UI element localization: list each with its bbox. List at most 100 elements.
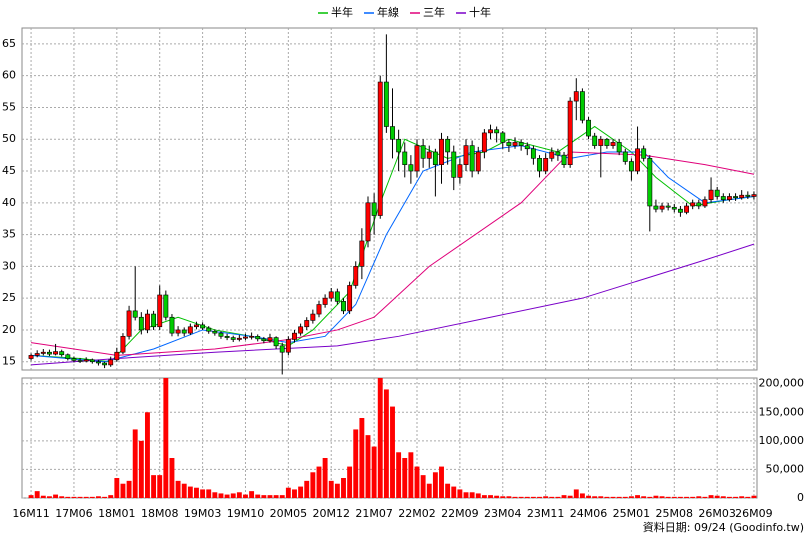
x-tick-label: 23M04 <box>484 507 522 520</box>
candle-body <box>702 199 708 207</box>
volume-bar <box>500 496 506 498</box>
volume-bar <box>310 472 316 498</box>
volume-bar <box>151 475 157 498</box>
y-tick-label: 40 <box>2 196 16 209</box>
candle-body <box>59 351 65 356</box>
candle-body <box>543 158 549 172</box>
volume-bar <box>71 496 77 498</box>
y-tick-label: 45 <box>2 164 16 177</box>
candle-body <box>298 326 304 334</box>
x-tick-label: 17M06 <box>55 507 93 520</box>
volume-bar <box>457 489 463 498</box>
candle-body <box>304 320 310 328</box>
candle-body <box>573 91 579 102</box>
candle-body <box>714 189 720 197</box>
candle-body <box>46 351 52 355</box>
candle-body <box>684 205 689 213</box>
volume-bar <box>402 458 408 498</box>
y2-tick-label: 0 <box>797 491 804 504</box>
volume-bar <box>439 466 444 498</box>
y2-tick-label: 150,000 <box>759 405 805 418</box>
volume-bar <box>579 493 585 498</box>
volume-bar <box>696 496 702 498</box>
volume-bar <box>567 495 573 498</box>
volume-bar <box>200 489 206 498</box>
x-tick-label: 19M10 <box>227 507 265 520</box>
candle-body <box>89 359 95 363</box>
candle-body <box>586 119 591 137</box>
volume-bar <box>426 483 432 498</box>
candle-body <box>194 324 199 328</box>
candle-body <box>212 330 218 334</box>
volume-bar <box>396 452 402 498</box>
volume-bar <box>157 475 163 498</box>
volume-bar <box>604 496 610 498</box>
candle-body <box>610 142 616 146</box>
volume-bar <box>524 496 530 498</box>
candle-body <box>518 142 524 146</box>
x-tick-label: 26M09 <box>735 507 773 520</box>
volume-bar <box>53 494 59 498</box>
y2-tick-label: 200,000 <box>759 377 805 390</box>
volume-bar <box>543 496 549 498</box>
volume-bar <box>481 495 487 498</box>
volume-bar <box>488 495 493 498</box>
y2-tick-label: 50,000 <box>766 462 805 475</box>
volume-bar <box>114 478 120 498</box>
candle-body <box>402 151 408 165</box>
y2-tick-label: 100,000 <box>759 434 805 447</box>
candle-body <box>206 327 212 332</box>
volume-bar <box>77 496 83 498</box>
candle-body <box>677 208 683 213</box>
footer: 資料日期: 09/24 (Goodinfo.tw) <box>643 520 804 534</box>
volume-bar <box>194 487 199 498</box>
candle-body <box>475 151 481 172</box>
volume-bar <box>671 496 677 498</box>
candle-body <box>28 355 34 359</box>
volume-bar <box>218 493 224 498</box>
volume-bar <box>561 495 567 498</box>
volume-bar <box>138 440 144 498</box>
volume-bar <box>261 495 267 498</box>
volume-bar <box>108 495 114 498</box>
volume-bar <box>175 480 181 498</box>
volume-bar <box>432 472 438 498</box>
volume-bar <box>163 378 169 498</box>
volume-bar <box>383 389 389 498</box>
volume-bar <box>126 480 132 498</box>
candle-body <box>598 138 604 146</box>
candle-body <box>524 145 530 150</box>
volume-bar <box>635 495 640 498</box>
candle-body <box>592 135 598 146</box>
volume-bar <box>702 496 708 498</box>
candle-body <box>671 206 677 210</box>
volume-bar <box>506 496 512 498</box>
volume-bar <box>518 496 524 498</box>
candle-body <box>341 301 346 312</box>
volume-bar <box>390 406 395 498</box>
volume-bar <box>463 492 469 498</box>
volume-bar <box>102 496 108 498</box>
candle-body <box>549 151 555 159</box>
volume-bar <box>628 496 634 498</box>
legend-label: 年線 <box>377 5 399 19</box>
candle-body <box>616 142 622 153</box>
volume-bar <box>647 496 653 498</box>
legend-label: 十年 <box>469 5 491 19</box>
legend-label: 半年 <box>331 5 353 19</box>
x-tick-label: 19M03 <box>184 507 222 520</box>
volume-bar <box>28 495 34 498</box>
y-tick-label: 60 <box>2 69 16 82</box>
candle-body <box>316 304 322 315</box>
volume-bar <box>255 494 261 498</box>
volume-bar <box>751 495 757 498</box>
x-tick-label: 23M11 <box>527 507 565 520</box>
volume-frame <box>21 377 758 499</box>
volume-bar <box>653 495 659 498</box>
volume-bar <box>494 495 500 498</box>
candle-body <box>187 326 193 334</box>
candle-body <box>334 291 340 302</box>
x-tick-label: 18M08 <box>141 507 179 520</box>
candle-body <box>279 345 285 353</box>
candle-body <box>567 100 573 165</box>
